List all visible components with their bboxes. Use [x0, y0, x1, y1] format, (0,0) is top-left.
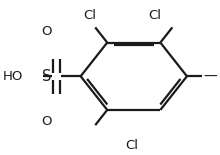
- Text: HO: HO: [2, 70, 23, 83]
- Text: Cl: Cl: [148, 9, 161, 22]
- Text: Cl: Cl: [84, 9, 97, 22]
- Text: Cl: Cl: [125, 139, 138, 152]
- Text: S: S: [42, 69, 51, 84]
- Text: O: O: [41, 115, 51, 128]
- Text: —: —: [204, 70, 217, 84]
- Text: O: O: [41, 25, 51, 38]
